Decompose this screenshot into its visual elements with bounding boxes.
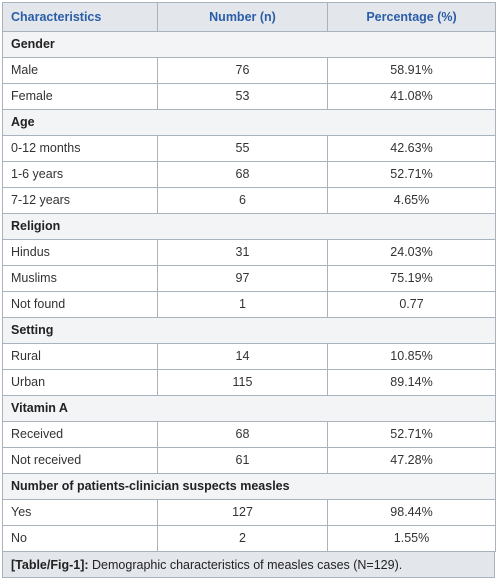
table-row: Hindus 31 24.03% bbox=[2, 239, 496, 266]
section-row: Setting bbox=[2, 317, 496, 344]
header-characteristics: Characteristics bbox=[2, 2, 158, 32]
row-label: 0-12 months bbox=[2, 135, 158, 162]
row-percentage: 10.85% bbox=[327, 343, 496, 370]
row-number: 1 bbox=[157, 291, 328, 318]
demographics-table: Characteristics Number (n) Percentage (%… bbox=[2, 2, 496, 552]
table-row: 1-6 years 68 52.71% bbox=[2, 161, 496, 188]
row-label: Received bbox=[2, 421, 158, 448]
table-body: Gender Male 76 58.91% Female 53 41.08% Age 0-12 … bbox=[2, 31, 496, 552]
row-number: 53 bbox=[157, 83, 328, 110]
row-number: 55 bbox=[157, 135, 328, 162]
section-row: Gender bbox=[2, 31, 496, 58]
section-title: Religion bbox=[2, 213, 496, 240]
row-label: No bbox=[2, 525, 158, 552]
row-label: Yes bbox=[2, 499, 158, 526]
header-number: Number (n) bbox=[157, 2, 328, 32]
section-row: Vitamin A bbox=[2, 395, 496, 422]
row-label: Hindus bbox=[2, 239, 158, 266]
row-number: 2 bbox=[157, 525, 328, 552]
row-number: 97 bbox=[157, 265, 328, 292]
header-percentage: Percentage (%) bbox=[327, 2, 496, 32]
table-row: Urban 115 89.14% bbox=[2, 369, 496, 396]
section-row: Age bbox=[2, 109, 496, 136]
row-number: 115 bbox=[157, 369, 328, 396]
row-label: Rural bbox=[2, 343, 158, 370]
section-title: Age bbox=[2, 109, 496, 136]
table-row: 0-12 months 55 42.63% bbox=[2, 135, 496, 162]
table-row: Rural 14 10.85% bbox=[2, 343, 496, 370]
caption-text: Demographic characteristics of measles c… bbox=[92, 558, 403, 572]
table-row: Not received 61 47.28% bbox=[2, 447, 496, 474]
row-percentage: 0.77 bbox=[327, 291, 496, 318]
table-row: No 2 1.55% bbox=[2, 525, 496, 552]
row-percentage: 4.65% bbox=[327, 187, 496, 214]
row-percentage: 89.14% bbox=[327, 369, 496, 396]
row-percentage: 1.55% bbox=[327, 525, 496, 552]
table-row: Received 68 52.71% bbox=[2, 421, 496, 448]
row-percentage: 24.03% bbox=[327, 239, 496, 266]
row-label: Male bbox=[2, 57, 158, 84]
table-row: Muslims 97 75.19% bbox=[2, 265, 496, 292]
row-percentage: 98.44% bbox=[327, 499, 496, 526]
row-label: Not found bbox=[2, 291, 158, 318]
row-label: Muslims bbox=[2, 265, 158, 292]
section-title: Number of patients-clinician suspects me… bbox=[2, 473, 496, 500]
row-percentage: 42.63% bbox=[327, 135, 496, 162]
row-label: 7-12 years bbox=[2, 187, 158, 214]
row-label: 1-6 years bbox=[2, 161, 158, 188]
row-percentage: 47.28% bbox=[327, 447, 496, 474]
table-header: Characteristics Number (n) Percentage (%… bbox=[2, 2, 496, 32]
section-title: Setting bbox=[2, 317, 496, 344]
table-row: Female 53 41.08% bbox=[2, 83, 496, 110]
row-number: 76 bbox=[157, 57, 328, 84]
section-row: Religion bbox=[2, 213, 496, 240]
row-label: Not received bbox=[2, 447, 158, 474]
row-percentage: 58.91% bbox=[327, 57, 496, 84]
row-number: 61 bbox=[157, 447, 328, 474]
row-label: Urban bbox=[2, 369, 158, 396]
row-number: 68 bbox=[157, 161, 328, 188]
table-row: Not found 1 0.77 bbox=[2, 291, 496, 318]
row-percentage: 52.71% bbox=[327, 161, 496, 188]
header-row: Characteristics Number (n) Percentage (%… bbox=[2, 2, 496, 32]
table-caption: [Table/Fig-1]: Demographic characteristi… bbox=[2, 552, 495, 578]
row-number: 14 bbox=[157, 343, 328, 370]
row-percentage: 75.19% bbox=[327, 265, 496, 292]
section-row: Number of patients-clinician suspects me… bbox=[2, 473, 496, 500]
row-percentage: 52.71% bbox=[327, 421, 496, 448]
row-number: 6 bbox=[157, 187, 328, 214]
row-number: 31 bbox=[157, 239, 328, 266]
table-row: Yes 127 98.44% bbox=[2, 499, 496, 526]
section-title: Gender bbox=[2, 31, 496, 58]
row-number: 68 bbox=[157, 421, 328, 448]
section-title: Vitamin A bbox=[2, 395, 496, 422]
row-label: Female bbox=[2, 83, 158, 110]
caption-tag: [Table/Fig-1]: bbox=[11, 558, 89, 572]
table-row: Male 76 58.91% bbox=[2, 57, 496, 84]
row-percentage: 41.08% bbox=[327, 83, 496, 110]
table-row: 7-12 years 6 4.65% bbox=[2, 187, 496, 214]
row-number: 127 bbox=[157, 499, 328, 526]
